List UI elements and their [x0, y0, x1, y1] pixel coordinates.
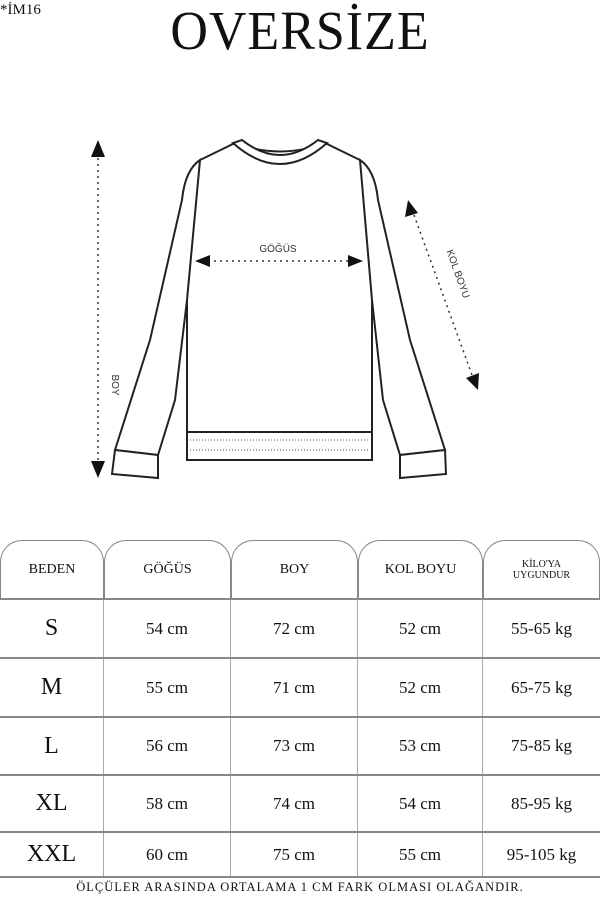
cell-size: M — [0, 659, 104, 716]
cell-chest: 54 cm — [104, 600, 231, 657]
cell-length: 75 cm — [231, 833, 358, 876]
cell-size: XL — [0, 776, 104, 831]
cell-length: 74 cm — [231, 776, 358, 831]
arrow-up-icon — [405, 200, 418, 217]
header-size: BEDEN — [0, 540, 104, 598]
header-length: BOY — [231, 540, 358, 598]
right-sleeve — [358, 158, 447, 457]
table-row: L 56 cm 73 cm 53 cm 75-85 kg — [0, 716, 600, 774]
table-header: BEDEN GÖĞÜS BOY KOL BOYU KİLO'YA UYGUNDU… — [0, 540, 600, 598]
cell-weight: 85-95 kg — [511, 793, 572, 813]
cell-chest: 55 cm — [104, 659, 231, 716]
cell-chest: 58 cm — [104, 776, 231, 831]
chest-label: GÖĞÜS — [259, 242, 297, 255]
sweater-diagram: GÖĞÜS BOY KOL BOYU — [91, 138, 479, 480]
table-row: XL 58 cm 74 cm 54 cm 85-95 kg — [0, 774, 600, 831]
arrow-up-icon — [91, 140, 105, 157]
sleeve-label: KOL BOYU — [443, 248, 471, 299]
collar — [231, 138, 329, 165]
cell-sleeve: 55 cm — [358, 833, 483, 876]
hem-rib — [186, 431, 373, 461]
arrow-left-icon — [195, 255, 210, 267]
cell-chest: 60 cm — [104, 833, 231, 876]
table-row: S 54 cm 72 cm 52 cm 55-65 kg — [0, 598, 600, 657]
cell-length: 71 cm — [231, 659, 358, 716]
cell-size: L — [0, 718, 104, 774]
cell-weight: 95-105 kg — [506, 844, 577, 864]
arrow-down-icon — [466, 373, 479, 390]
page-title: OVERSİZE — [170, 1, 430, 62]
table-row: XXL 60 cm 75 cm 55 cm 95-105 kg — [0, 831, 600, 876]
arrow-down-icon — [91, 461, 105, 478]
header-weight: KİLO'YA UYGUNDUR — [483, 540, 600, 598]
header-sleeve: KOL BOYU — [358, 540, 483, 598]
right-cuff — [399, 448, 448, 480]
cell-weight: 75-85 kg — [511, 736, 572, 755]
header-weight-line1: KİLO'YA — [521, 558, 562, 570]
left-sleeve — [113, 158, 202, 457]
length-label: BOY — [109, 374, 120, 395]
header-weight-line2: UYGUNDUR — [512, 569, 571, 581]
cell-chest: 56 cm — [104, 718, 231, 774]
sweater-body — [186, 141, 373, 436]
cell-sleeve: 54 cm — [358, 776, 483, 831]
cell-size: XXL — [0, 833, 104, 876]
cell-sleeve: 52 cm — [358, 659, 483, 716]
cell-weight: 55-65 kg — [511, 618, 572, 638]
arrow-right-icon — [348, 255, 363, 267]
table-row: M 55 cm 71 cm 52 cm 65-75 kg — [0, 657, 600, 716]
header-chest: GÖĞÜS — [104, 540, 231, 598]
cell-sleeve: 53 cm — [358, 718, 483, 774]
cell-length: 72 cm — [231, 600, 358, 657]
left-cuff — [110, 448, 159, 480]
cell-length: 73 cm — [231, 718, 358, 774]
cell-size: S — [0, 600, 104, 657]
size-table: BEDEN GÖĞÜS BOY KOL BOYU KİLO'YA UYGUNDU… — [0, 540, 600, 878]
cell-sleeve: 52 cm — [358, 600, 483, 657]
footer-note: ÖLÇÜLER ARASINDA ORTALAMA 1 CM FARK OLMA… — [76, 880, 524, 894]
product-code: *İM16 — [0, 2, 41, 18]
cell-weight: 65-75 kg — [511, 677, 572, 697]
